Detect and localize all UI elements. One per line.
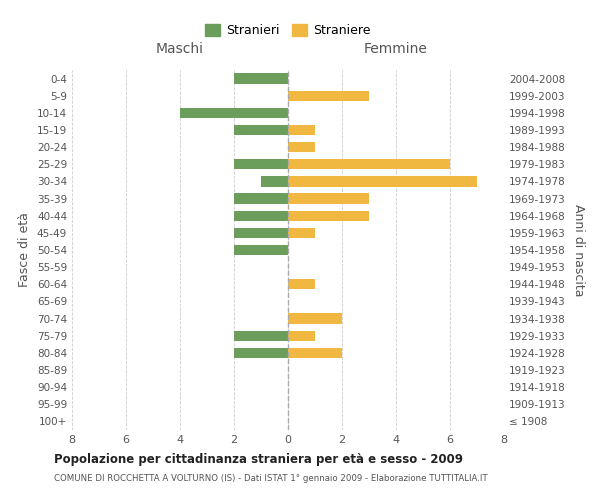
Bar (288, 348, 342, 358)
Bar (234, 228, 288, 238)
Legend: Stranieri, Straniere: Stranieri, Straniere (200, 18, 376, 42)
Bar (288, 194, 369, 203)
Bar (234, 348, 288, 358)
Bar (288, 159, 450, 170)
Text: COMUNE DI ROCCHETTA A VOLTURNO (IS) - Dati ISTAT 1° gennaio 2009 - Elaborazione : COMUNE DI ROCCHETTA A VOLTURNO (IS) - Da… (54, 474, 488, 483)
Bar (180, 108, 288, 118)
Bar (288, 228, 315, 238)
Bar (234, 125, 288, 135)
Bar (288, 314, 342, 324)
Y-axis label: Fasce di età: Fasce di età (19, 212, 31, 288)
Bar (234, 330, 288, 341)
Bar (288, 176, 477, 186)
Bar (261, 176, 288, 186)
Bar (288, 330, 315, 341)
Y-axis label: Anni di nascita: Anni di nascita (572, 204, 585, 296)
Text: Maschi: Maschi (156, 42, 204, 56)
Text: Femmine: Femmine (364, 42, 428, 56)
Bar (234, 245, 288, 255)
Bar (234, 194, 288, 203)
Text: Popolazione per cittadinanza straniera per età e sesso - 2009: Popolazione per cittadinanza straniera p… (54, 452, 463, 466)
Bar (288, 125, 315, 135)
Bar (288, 142, 315, 152)
Bar (234, 74, 288, 84)
Bar (288, 90, 369, 101)
Bar (288, 210, 369, 221)
Bar (288, 279, 315, 289)
Bar (234, 210, 288, 221)
Bar (234, 159, 288, 170)
